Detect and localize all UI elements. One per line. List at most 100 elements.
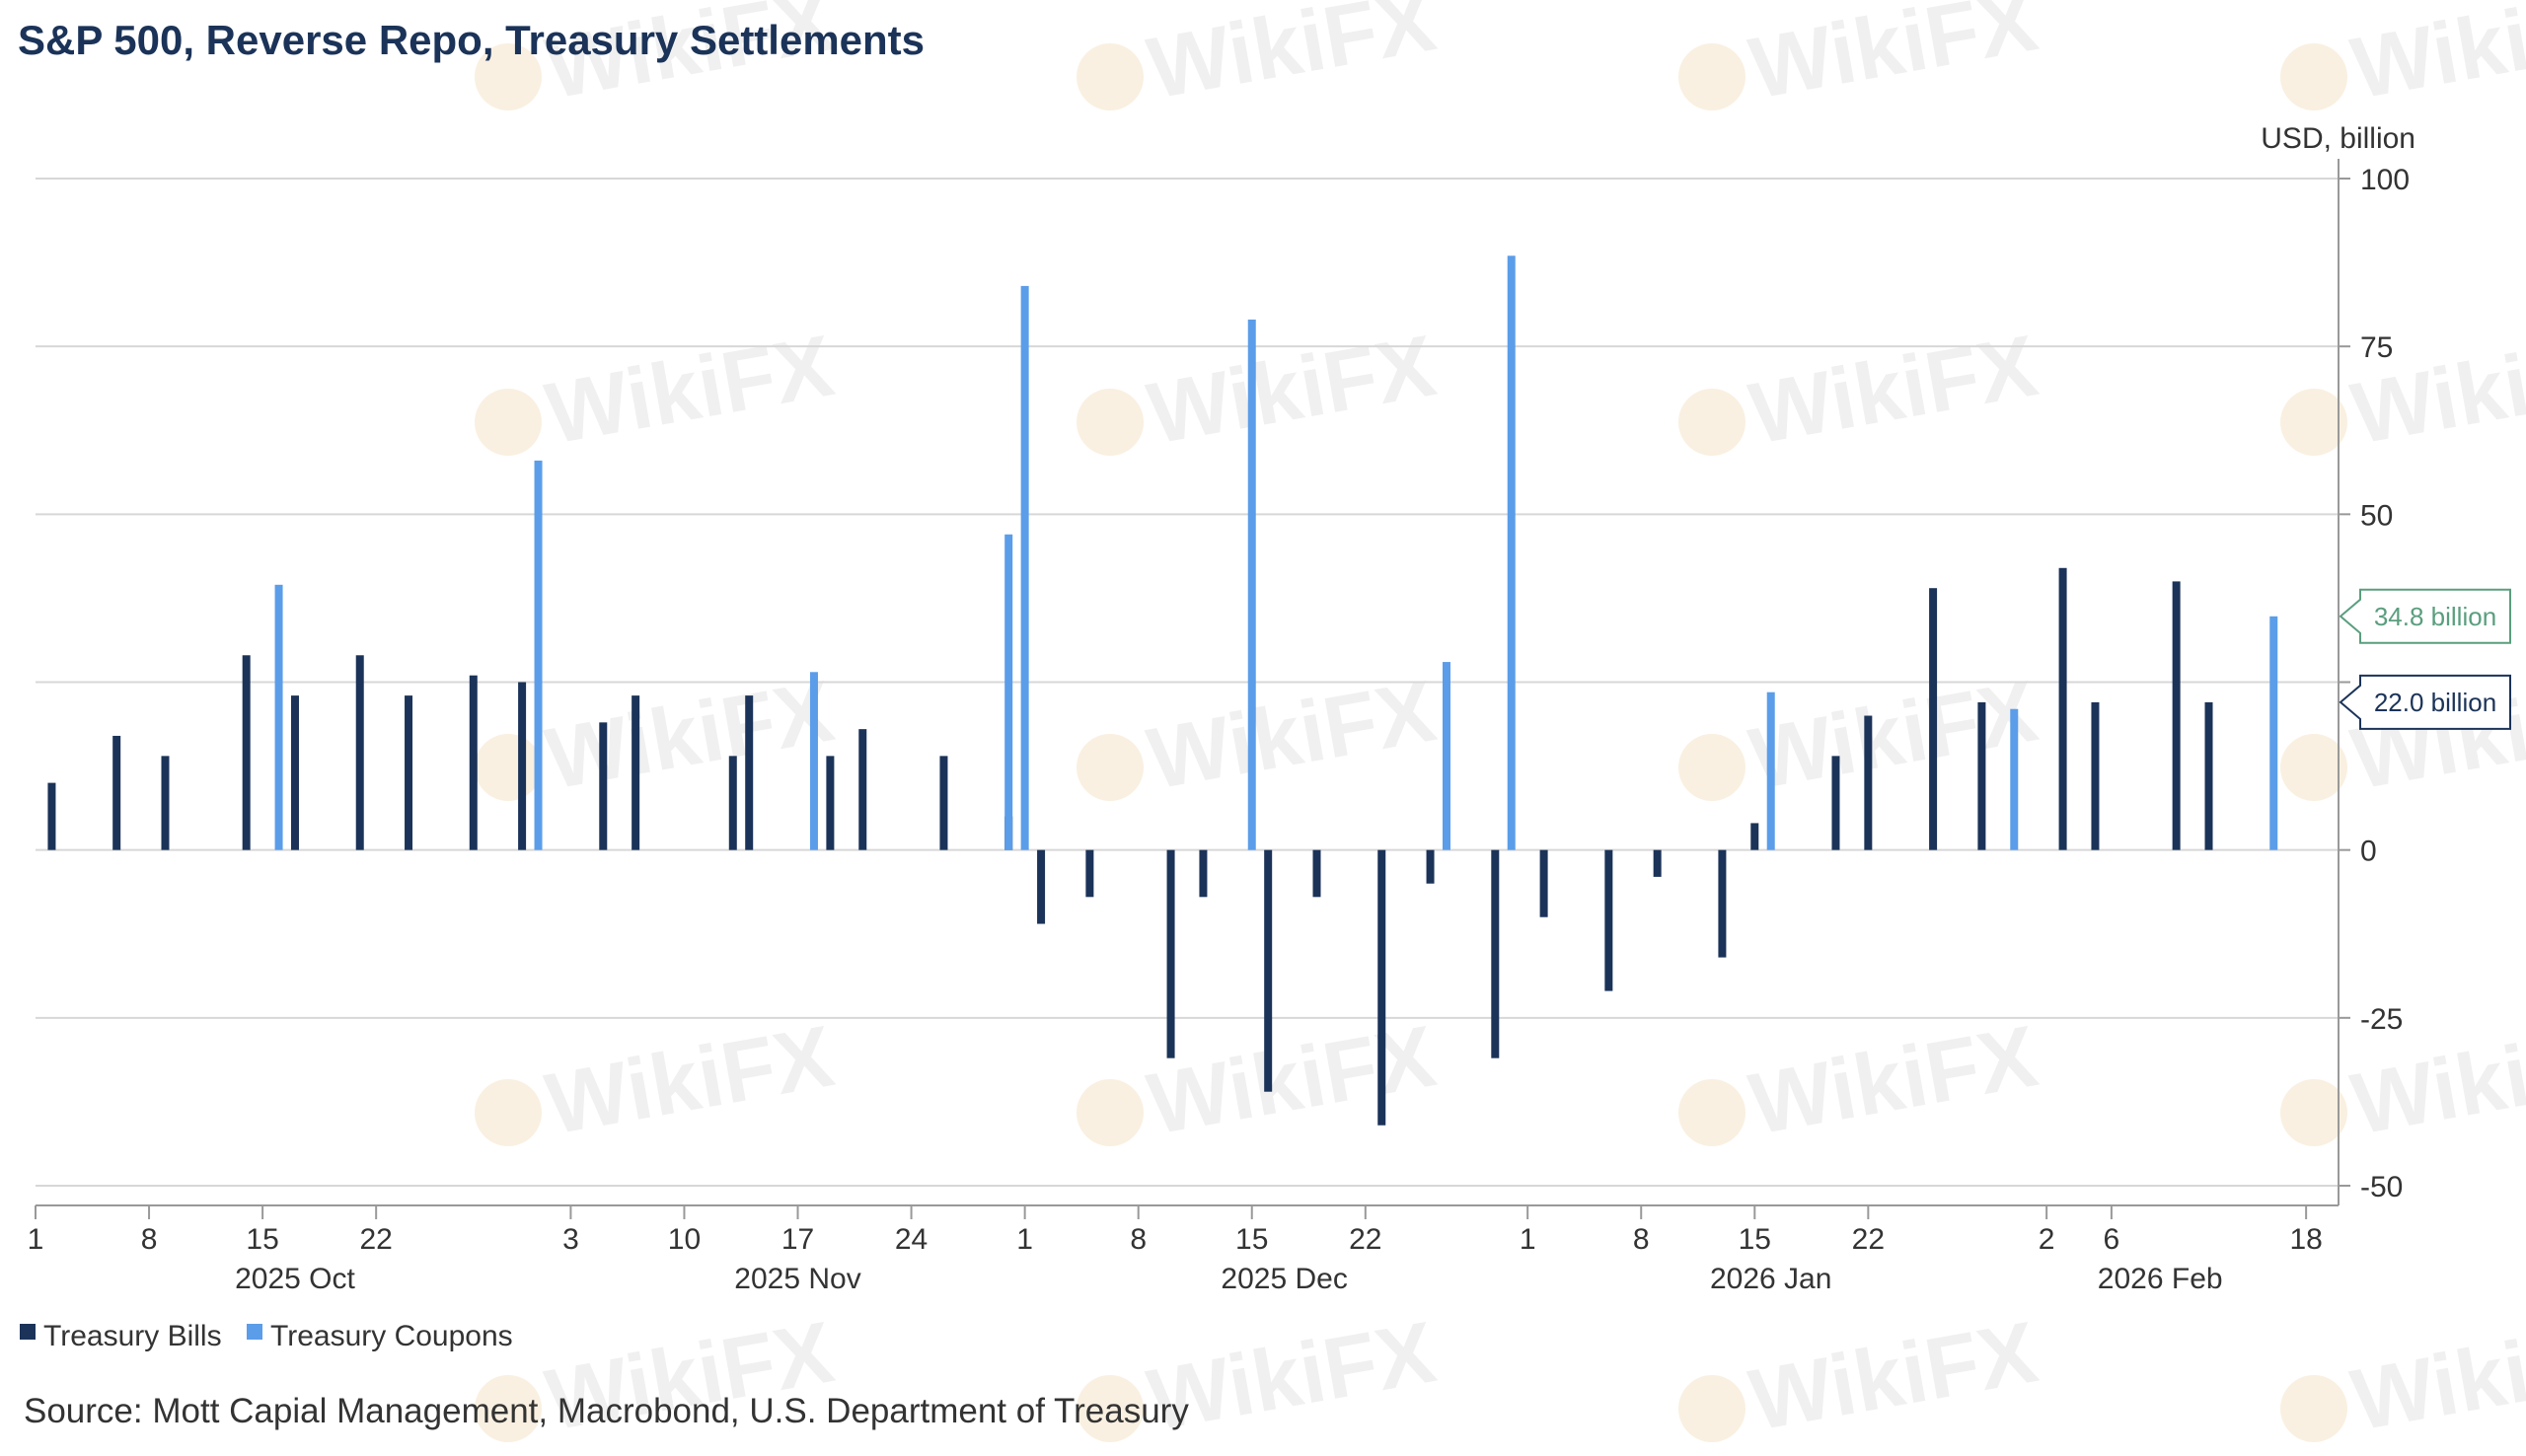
x-month-label: 2025 Nov — [734, 1263, 860, 1295]
y-tick-label: 0 — [2360, 836, 2377, 868]
chart-title: S&P 500, Reverse Repo, Treasury Settleme… — [18, 17, 925, 63]
x-tick-label: 1 — [28, 1223, 44, 1256]
watermark-text: WikiFX — [1141, 661, 1442, 807]
bar-treasury-bills — [2172, 581, 2181, 850]
gridlines — [36, 178, 2339, 1187]
callout-label: 34.8 billion — [2374, 602, 2496, 631]
y-tick-label: -50 — [2360, 1171, 2403, 1203]
watermark-logo — [1678, 1079, 1746, 1146]
watermark-text: WikiFX — [1743, 0, 2043, 117]
bar-treasury-coupons — [1507, 255, 1516, 850]
x-month-label: 2026 Jan — [1710, 1263, 1831, 1295]
legend-label-treasury-coupons: Treasury Coupons — [270, 1320, 513, 1352]
watermark-text: WikiFX — [1141, 0, 1442, 117]
watermark-logo — [2280, 1375, 2347, 1442]
bar-treasury-bills — [1718, 849, 1727, 958]
watermark-text: WikiFX — [1743, 316, 2043, 462]
bar-treasury-bills — [939, 756, 948, 850]
bar-treasury-bills — [1085, 849, 1094, 898]
bar-treasury-bills — [745, 695, 754, 850]
x-tick-label: 17 — [781, 1223, 814, 1256]
watermark-logo — [2280, 43, 2347, 110]
legend: Treasury Bills Treasury Coupons — [20, 1320, 513, 1352]
watermark-logo — [475, 1375, 542, 1442]
bar-treasury-bills — [290, 695, 299, 850]
watermark-text: WikiFX — [539, 661, 840, 807]
bar-treasury-coupons — [1004, 534, 1013, 850]
bar-treasury-bills — [1037, 849, 1046, 924]
bar-treasury-bills — [1426, 849, 1435, 884]
x-tick-label: 22 — [1349, 1223, 1381, 1256]
bar-treasury-bills — [355, 655, 364, 850]
bar-treasury-bills — [2204, 701, 2213, 850]
bar-treasury-coupons — [1442, 662, 1450, 850]
bar-treasury-bills — [826, 756, 835, 850]
bar-treasury-bills — [1199, 849, 1208, 898]
watermark-logo — [475, 389, 542, 456]
x-tick-label: 2 — [2039, 1223, 2055, 1256]
bar-treasury-bills — [161, 756, 170, 850]
watermark-logo — [1678, 389, 1746, 456]
source-note: Source: Mott Capial Management, Macrobon… — [24, 1392, 1189, 1430]
bar-treasury-bills — [1166, 849, 1175, 1058]
x-tick-label: 10 — [668, 1223, 701, 1256]
bar-treasury-bills — [2058, 567, 2067, 850]
watermark-logo — [2280, 734, 2347, 801]
watermark-logo — [1678, 734, 1746, 801]
callouts: 34.8 billion 22.0 billion — [2339, 588, 2511, 730]
bar-treasury-coupons — [1766, 692, 1775, 850]
bar-treasury-coupons — [274, 584, 283, 850]
bar-treasury-bills — [1491, 849, 1500, 1058]
watermark-text: WikiFX — [1743, 1302, 2043, 1448]
watermark-text: WikiFX — [1141, 1006, 1442, 1152]
bars — [47, 255, 2278, 1126]
watermark-logo — [1678, 43, 1746, 110]
x-month-label: 2026 Feb — [2098, 1263, 2223, 1295]
watermark-logo — [475, 1079, 542, 1146]
x-tick-label: 18 — [2289, 1223, 2322, 1256]
watermark-logo — [1678, 1375, 1746, 1442]
bar-treasury-coupons — [1247, 319, 1256, 850]
watermark-logo — [1077, 1079, 1144, 1146]
bar-treasury-bills — [47, 782, 56, 850]
y-axis-ticks: 100 75 50 0 -25 -50 — [2339, 164, 2410, 1203]
bar-treasury-bills — [1977, 701, 1986, 850]
x-tick-label: 15 — [1739, 1223, 1771, 1256]
bar-treasury-bills — [1264, 849, 1273, 1092]
watermark-text: WikiFX — [539, 316, 840, 462]
bar-treasury-bills — [1864, 715, 1873, 850]
x-tick-label: 6 — [2104, 1223, 2120, 1256]
y-axis-unit-label: USD, billion — [2261, 122, 2415, 155]
watermark-logo — [2280, 1079, 2347, 1146]
bar-treasury-bills — [1929, 588, 1938, 850]
watermark-logo — [475, 734, 542, 801]
bar-treasury-coupons — [2269, 616, 2278, 850]
watermark-logo — [2280, 389, 2347, 456]
x-tick-label: 24 — [895, 1223, 928, 1256]
watermark-logo — [1077, 43, 1144, 110]
callout-label: 22.0 billion — [2374, 688, 2496, 717]
x-tick-label: 8 — [1130, 1223, 1147, 1256]
watermark-logo — [475, 43, 542, 110]
watermark-logo — [1077, 734, 1144, 801]
legend-swatch-treasury-coupons — [247, 1324, 262, 1340]
bar-treasury-bills — [1377, 849, 1386, 1126]
bar-treasury-bills — [1750, 823, 1759, 850]
bar-treasury-bills — [858, 729, 867, 850]
x-month-label: 2025 Oct — [235, 1263, 355, 1295]
callout-box — [2339, 674, 2511, 730]
bar-treasury-bills — [1604, 849, 1613, 991]
bar-treasury-bills — [469, 675, 478, 850]
y-tick-label: -25 — [2360, 1003, 2403, 1036]
bar-treasury-bills — [1831, 756, 1840, 850]
bar-treasury-coupons — [1020, 285, 1029, 850]
watermark-logo — [1077, 1375, 1144, 1442]
x-tick-label: 1 — [1016, 1223, 1033, 1256]
bar-treasury-bills — [1539, 849, 1548, 917]
watermark-text: WikiFX — [539, 1006, 840, 1152]
bar-treasury-coupons — [2010, 708, 2019, 850]
legend-swatch-treasury-bills — [20, 1324, 36, 1340]
bar-treasury-coupons — [534, 460, 543, 850]
x-tick-label: 8 — [141, 1223, 158, 1256]
